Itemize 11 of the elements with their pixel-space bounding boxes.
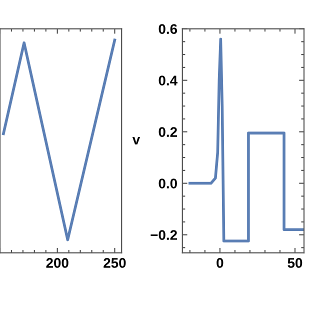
x-tick-label: 0 [216,258,224,268]
x-tick-label: 50 [288,258,302,268]
y-tick-label: 0.2 [158,127,177,137]
y-axis-title: v [132,137,140,144]
y-tick-label: 0.4 [158,76,178,86]
line-series [188,38,304,242]
x-tick-label: 200 [46,258,68,268]
y-tick-label: −0.2 [150,230,177,240]
y-tick-label: 0.0 [158,178,177,188]
y-tick-label: 0.6 [158,24,178,34]
x-tick-label: 250 [104,258,126,268]
